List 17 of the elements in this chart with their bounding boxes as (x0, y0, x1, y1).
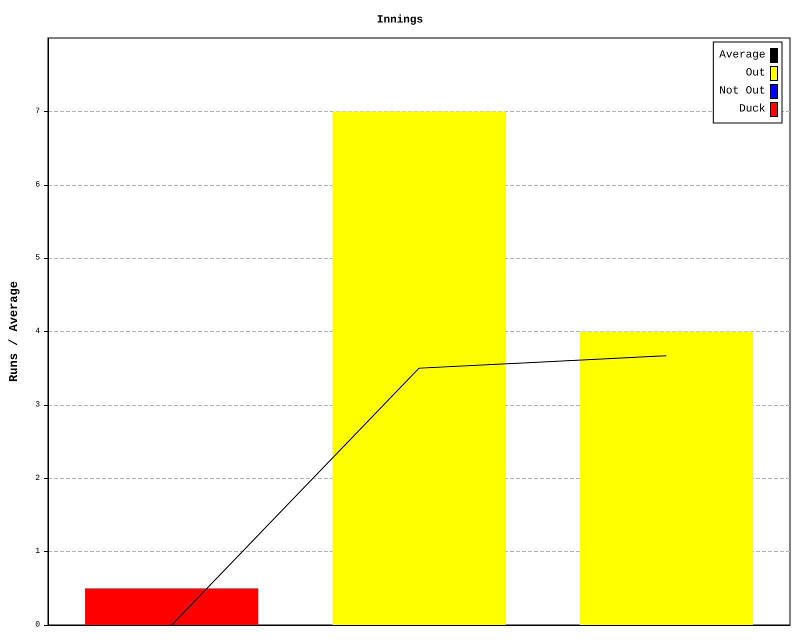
y-tick-label: 3 (35, 400, 40, 410)
bar (332, 111, 506, 625)
y-tick-label: 7 (35, 106, 40, 116)
y-axis-title: Runs / Average (7, 281, 21, 382)
legend-label: Out (746, 68, 766, 80)
legend-label: Average (719, 50, 766, 62)
y-tick-label: 0 (35, 620, 40, 630)
y-tick-label: 1 (35, 547, 40, 556)
legend-label: Not Out (719, 86, 766, 98)
y-tick-label: 6 (35, 180, 40, 190)
bar (580, 332, 753, 625)
y-tick-label: 4 (35, 327, 40, 336)
chart-title: Innings (376, 14, 424, 26)
y-tick-label: 5 (35, 254, 40, 263)
legend-label: Duck (739, 104, 766, 116)
y-tick-label: 2 (35, 474, 40, 483)
bar (85, 588, 258, 625)
